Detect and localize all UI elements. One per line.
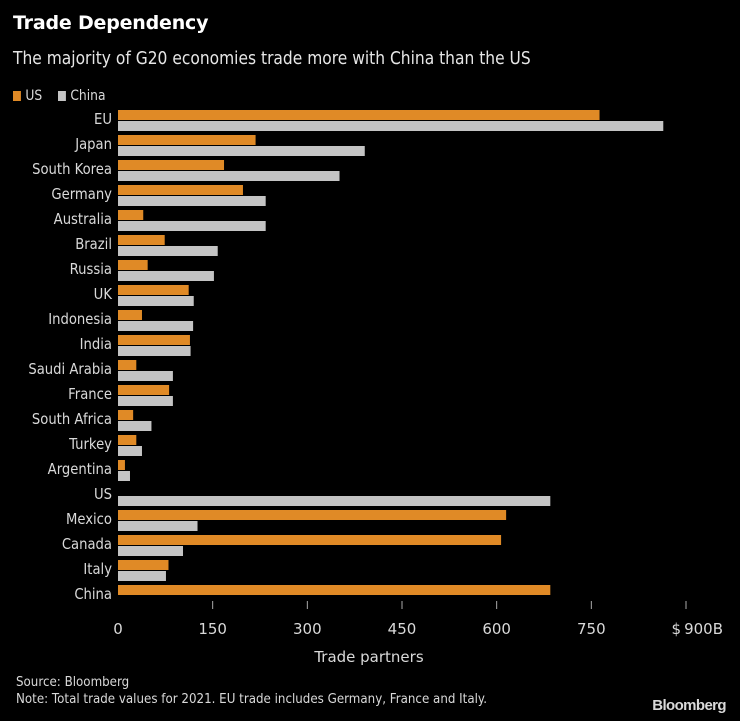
bar-indonesia-us — [118, 310, 142, 320]
bar-brazil-china — [118, 246, 218, 256]
bar-turkey-china — [118, 446, 142, 456]
bar-germany-us — [118, 185, 243, 195]
bar-saudi-arabia-china — [118, 371, 173, 381]
bar-germany-china — [118, 196, 266, 206]
bar-uk-us — [118, 285, 189, 295]
category-label-brazil: Brazil — [75, 236, 112, 253]
bar-china-us — [118, 585, 551, 595]
bar-france-china — [118, 396, 173, 406]
x-tick-label: $ 900B — [672, 620, 723, 638]
bar-us-china — [118, 496, 551, 506]
bar-turkey-us — [118, 435, 137, 445]
x-tick-label: 750 — [577, 620, 606, 638]
category-label-saudi-arabia: Saudi Arabia — [28, 361, 112, 378]
note-text: Note: Total trade values for 2021. EU tr… — [16, 691, 488, 707]
category-label-mexico: Mexico — [66, 511, 112, 528]
x-tick-label: 150 — [198, 620, 227, 638]
category-label-germany: Germany — [51, 186, 112, 203]
bar-uk-china — [118, 296, 194, 306]
bar-south-africa-us — [118, 410, 134, 420]
category-label-us: US — [94, 486, 112, 503]
x-tick-label: 0 — [113, 620, 123, 638]
bar-india-us — [118, 335, 190, 345]
source-text: Source: Bloomberg — [16, 674, 130, 690]
footer-notes: Source: Bloomberg Note: Total trade valu… — [16, 674, 487, 708]
legend: US China — [13, 88, 124, 104]
bar-japan-us — [118, 135, 256, 145]
category-label-turkey: Turkey — [68, 436, 112, 453]
x-tick-label: 300 — [293, 620, 322, 638]
category-label-eu: EU — [94, 111, 112, 128]
x-tick-label: 450 — [388, 620, 417, 638]
bloomberg-logo: Bloomberg — [652, 697, 726, 714]
category-label-uk: UK — [94, 286, 113, 303]
legend-swatch-us — [13, 91, 21, 101]
bar-france-us — [118, 385, 170, 395]
category-label-australia: Australia — [54, 211, 112, 228]
bar-australia-china — [118, 221, 266, 231]
x-axis-title: Trade partners — [313, 648, 423, 666]
category-label-italy: Italy — [83, 561, 112, 578]
bar-south-korea-china — [118, 171, 340, 181]
legend-label-us: US — [25, 88, 43, 104]
bar-south-korea-us — [118, 160, 225, 170]
legend-swatch-china — [58, 91, 67, 101]
bar-india-china — [118, 346, 191, 356]
bar-brazil-us — [118, 235, 165, 245]
category-label-japan: Japan — [74, 136, 112, 153]
bar-japan-china — [118, 146, 365, 156]
category-label-south-africa: South Africa — [32, 411, 112, 428]
bar-argentina-us — [118, 460, 125, 470]
category-label-france: France — [68, 386, 112, 403]
bar-italy-china — [118, 571, 166, 581]
chart-title: Trade Dependency — [13, 12, 209, 34]
category-label-india: India — [80, 336, 112, 353]
bar-canada-us — [118, 535, 502, 545]
legend-label-china: China — [70, 88, 106, 104]
bar-eu-us — [118, 110, 600, 120]
bar-mexico-us — [118, 510, 507, 520]
bar-russia-us — [118, 260, 148, 270]
category-label-argentina: Argentina — [48, 461, 112, 478]
category-label-south-korea: South Korea — [32, 161, 112, 178]
category-label-indonesia: Indonesia — [48, 311, 112, 328]
bar-eu-china — [118, 121, 664, 131]
legend-item-us: US — [13, 88, 42, 104]
bar-indonesia-china — [118, 321, 194, 331]
legend-item-china: China — [58, 88, 106, 104]
category-label-russia: Russia — [70, 261, 112, 278]
bar-italy-us — [118, 560, 169, 570]
chart-subtitle: The majority of G20 economies trade more… — [13, 48, 531, 69]
bar-australia-us — [118, 210, 144, 220]
bar-mexico-china — [118, 521, 198, 531]
bar-argentina-china — [118, 471, 130, 481]
x-tick-label: 600 — [482, 620, 511, 638]
category-label-canada: Canada — [62, 536, 112, 553]
bar-saudi-arabia-us — [118, 360, 137, 370]
bar-canada-china — [118, 546, 184, 556]
category-label-china: China — [74, 586, 112, 603]
bar-russia-china — [118, 271, 214, 281]
bar-south-africa-china — [118, 421, 152, 431]
